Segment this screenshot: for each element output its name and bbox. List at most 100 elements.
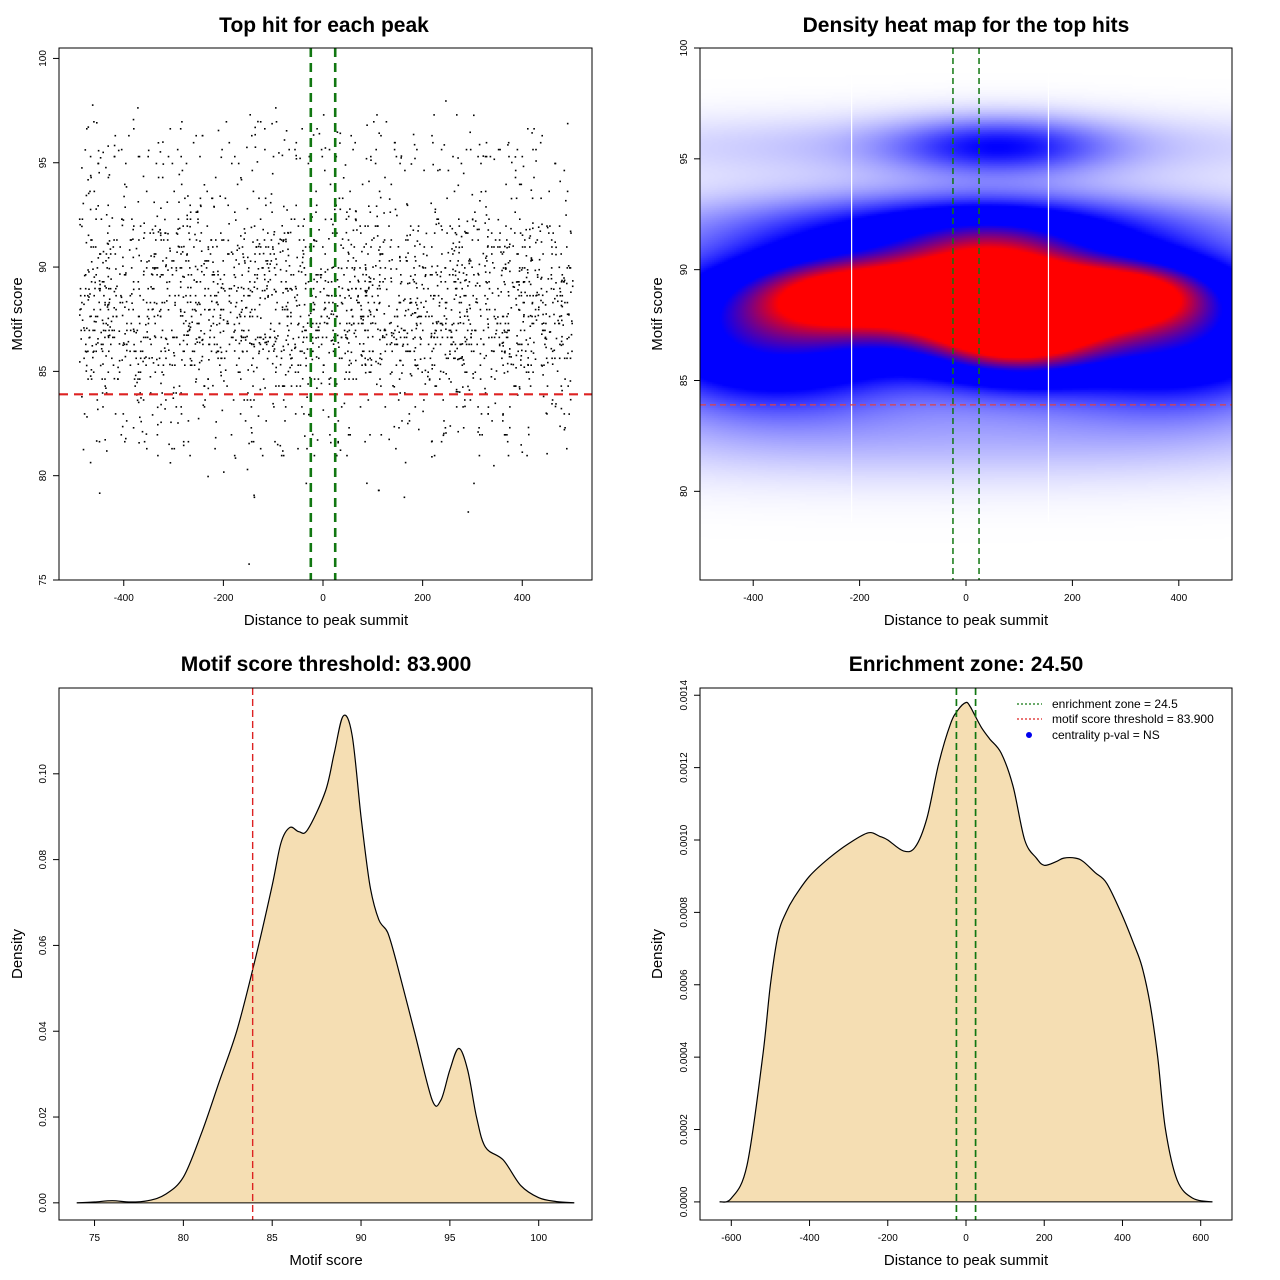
scatter-point [541, 333, 543, 335]
scatter-point [491, 292, 494, 294]
scatter-point [107, 308, 110, 311]
scatter-point [403, 496, 406, 499]
scatter-point [531, 302, 534, 305]
scatter-point [83, 329, 86, 332]
scatter-point [550, 347, 553, 350]
score-density-panel: Motif score threshold: 83.900 75 80 85 90 95… [9, 653, 593, 1269]
scatter-point [212, 261, 214, 263]
scatter-point [414, 336, 416, 339]
scatter-point [372, 266, 374, 268]
scatter-point [416, 316, 419, 319]
scatter-point [376, 225, 379, 227]
scatter-point [304, 274, 307, 276]
distance-density-x-tick-label: -400 [800, 1233, 820, 1244]
scatter-point [125, 162, 127, 165]
scatter-point [347, 289, 350, 291]
scatter-point [527, 272, 529, 274]
scatter-point [455, 388, 458, 391]
scatter-point [534, 308, 537, 311]
scatter-point [322, 246, 324, 248]
scatter-point [427, 287, 429, 290]
scatter-point [336, 131, 339, 133]
scatter-point [132, 328, 135, 331]
scatter-point [563, 357, 566, 360]
scatter-point [370, 159, 372, 161]
scatter-point [312, 322, 314, 325]
scatter-point [459, 296, 462, 298]
scatter-point [107, 303, 110, 306]
scatter-point [285, 339, 288, 341]
scatter-point [419, 343, 422, 346]
scatter-point [173, 190, 175, 193]
scatter-point [486, 318, 489, 320]
scatter-point [424, 369, 427, 372]
scatter-point [212, 315, 214, 318]
scatter-point [275, 263, 278, 266]
scatter-point [528, 378, 531, 380]
scatter-point [79, 223, 81, 226]
scatter-point [433, 114, 435, 116]
scatter-point [185, 334, 188, 336]
scatter-point [128, 249, 131, 251]
scatter-point [383, 239, 386, 241]
scatter-point [254, 308, 256, 311]
scatter-point [272, 248, 274, 250]
scatter-point [566, 338, 568, 340]
scatter-point [527, 357, 529, 359]
scatter-point [504, 263, 507, 266]
scatter-point [444, 301, 447, 304]
scatter-point [233, 285, 236, 287]
scatter-point [308, 314, 310, 317]
scatter-point [292, 274, 295, 276]
scatter-point [515, 367, 517, 369]
heatmap-panel: Density heat map for the top hits -400 -2… [649, 14, 1233, 629]
scatter-point [273, 253, 275, 255]
scatter-point [126, 329, 128, 332]
scatter-point [553, 288, 555, 290]
scatter-point [97, 205, 99, 207]
scatter-point [146, 331, 148, 333]
scatter-point [289, 231, 292, 234]
scatter-point [415, 364, 417, 367]
scatter-point [450, 331, 453, 333]
scatter-point [436, 265, 439, 267]
scatter-point [399, 301, 402, 304]
scatter-point [282, 399, 285, 401]
scatter-point [319, 322, 321, 325]
scatter-point [139, 350, 142, 353]
distance-density-y-tick-label: 0.0014 [679, 680, 690, 711]
scatter-point [514, 232, 516, 234]
scatter-point [117, 366, 119, 369]
scatter-point [313, 303, 316, 306]
scatter-point [460, 343, 462, 346]
scatter-point [419, 336, 421, 339]
scatter-point [528, 237, 531, 239]
scatter-point [200, 265, 203, 267]
scatter-point [569, 398, 572, 401]
scatter-point [452, 274, 454, 276]
scatter-point [137, 363, 140, 365]
scatter-point [414, 347, 417, 349]
score-density-y-tick-label: 0.04 [38, 1021, 49, 1041]
scatter-point [412, 133, 415, 136]
scatter-point [527, 363, 529, 366]
scatter-point [318, 357, 320, 360]
scatter-point [110, 278, 112, 280]
scatter-y-tick-label: 80 [38, 470, 49, 482]
scatter-point [323, 308, 326, 311]
scatter-point [531, 322, 533, 325]
scatter-point [377, 294, 379, 297]
scatter-point [159, 276, 161, 278]
scatter-point [418, 265, 421, 267]
scatter-point [313, 308, 315, 311]
scatter-point [479, 364, 482, 366]
scatter-point [447, 357, 449, 360]
scatter-point [113, 329, 115, 332]
scatter-point [212, 384, 214, 387]
scatter-point [414, 157, 416, 160]
scatter-point [504, 245, 506, 248]
scatter-point [520, 355, 523, 357]
scatter-point [407, 422, 409, 425]
scatter-point [439, 343, 442, 346]
scatter-point [560, 385, 563, 387]
